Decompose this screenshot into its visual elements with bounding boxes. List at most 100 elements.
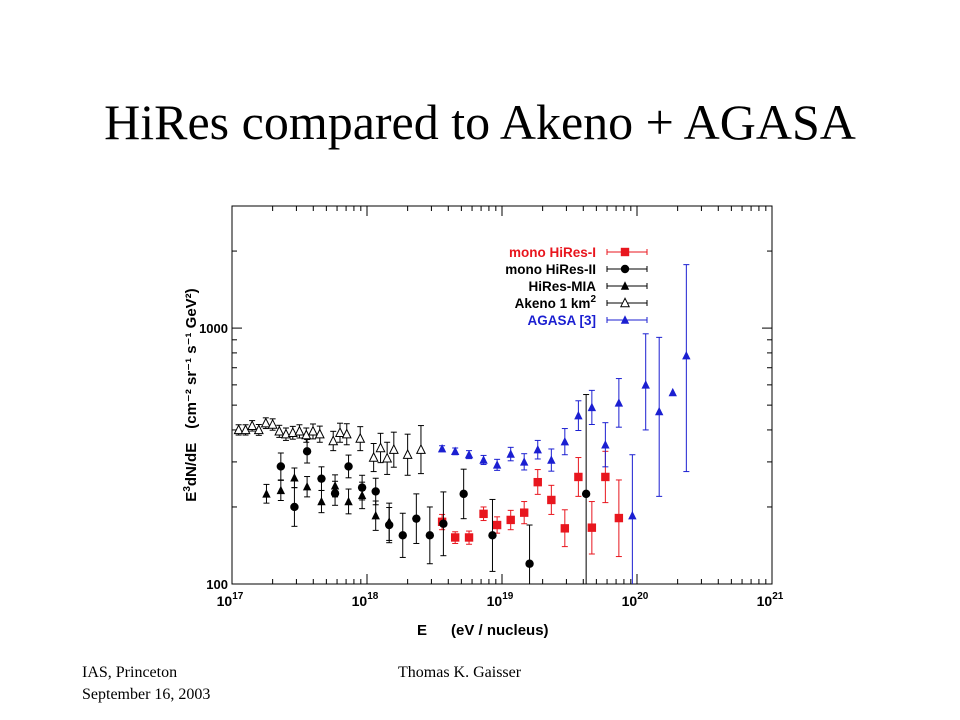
akeno-1-km-point [368,451,379,462]
mono-hires-i-point [464,533,474,542]
chart-marks [233,264,691,584]
legend-label-mono-hires-ii: mono HiRes-II [505,262,596,277]
mono-hires-i-point [506,515,515,525]
mono-hires-i-point [601,472,610,482]
mono-hires-ii-point [398,531,407,540]
x-tick-label: 1021 [757,591,784,609]
y-tick-marks: 100 1000 [199,205,772,592]
agasa-3-point [682,351,691,360]
akeno-1-km-point [287,426,298,437]
legend-marker-agasa-3 [620,315,630,324]
x-tick-label: 1017 [217,591,244,609]
mono-hires-i-point [560,524,570,533]
agasa-3-point [547,455,556,464]
agasa-3-point [668,387,677,397]
agasa-3-point [450,446,460,456]
x-tick-label: 1019 [487,591,514,609]
legend-label-mono-hires-i: mono HiRes-I [509,245,596,260]
agasa-3-point [464,450,474,459]
akeno-1-km-point [328,435,339,446]
agasa-3-point [560,436,570,446]
akeno-1-km-point [233,424,244,435]
x-axis-label: E (eV / nucleus) [417,622,549,639]
mono-hires-ii-point [525,559,534,568]
akeno-1-km-point [375,442,386,453]
legend-marker-hires-mia [620,281,630,290]
mono-hires-ii-point [425,531,435,540]
mono-hires-i-point [450,533,460,542]
agasa-3-point [654,406,664,416]
hires-mia-point [302,482,312,491]
agasa-3-point [641,380,650,389]
y-tick-label: 100 [206,577,228,592]
akeno-1-km-point [341,428,352,439]
mono-hires-ii-point [371,487,380,496]
akeno-1-km-point [415,443,426,454]
akeno-1-km-point [355,432,366,443]
legend-marker-mono-hires-ii [620,264,630,274]
y-axis-unit: (cm⁻² sr⁻¹ s⁻¹ GeV²) [183,288,200,428]
y-axis-label: E3dN/dE (cm⁻² sr⁻¹ s⁻¹ GeV²) [182,288,200,501]
mono-hires-ii-point [412,514,421,523]
mono-hires-ii-point [344,462,353,471]
x-axis-unit: (eV / nucleus) [451,622,549,639]
mono-hires-i-point [479,509,488,519]
agasa-3-point [519,457,529,466]
akeno-1-km-point [274,425,285,436]
mono-hires-i-point [519,508,529,517]
akeno-1-km-point [294,425,305,436]
hires-mia-point [344,496,353,506]
akeno-1-km-point [382,452,393,463]
hires-mia-point [384,517,394,526]
agasa-3-point [533,444,542,454]
legend: mono HiRes-I mono HiRes-II HiRes-MIAAkeno … [505,245,648,328]
hires-mia-point [330,481,340,490]
footer-author: Thomas K. Gaisser [398,664,522,681]
mono-hires-i-point [547,495,556,505]
akeno-1-km-point [280,428,291,439]
agasa-3-point [614,398,624,407]
mono-hires-ii-point [488,531,497,540]
hires-mia-point [262,489,271,498]
agasa-3-point [437,443,447,453]
x-axis-label-main: E [417,622,427,639]
akeno-1-km-point [253,424,264,435]
akeno-1-km-point [260,417,271,428]
agasa-3-point [587,402,597,412]
mono-hires-i-point [492,520,502,530]
spectrum-chart: 100 1000 1017 1018 1019 1020 1021 mono HiRes-… [182,205,784,639]
mono-hires-ii-point [276,462,286,471]
agasa-3-point [506,449,515,458]
x-tick-label: 1018 [352,591,379,609]
akeno-1-km-point [307,425,318,436]
akeno-1-km-point [301,429,312,440]
mono-hires-ii-point [439,519,448,528]
mono-hires-ii-point [317,474,326,483]
legend-label-hires-mia: HiRes-MIA [528,279,596,294]
akeno-1-km-point [314,428,325,439]
hires-mia-point [290,473,299,482]
legend-marker-mono-hires-i [620,247,630,257]
agasa-3-point [479,455,488,464]
agasa-3-point [628,510,637,520]
mono-hires-i-point [614,513,624,523]
y-axis-label-rest: dN/dE [183,443,200,486]
hires-mia-point [317,496,326,506]
mono-hires-i-point [574,472,583,482]
mono-hires-ii-point [290,502,299,512]
legend-marker-akeno-1-km [619,297,631,308]
y-tick-label: 1000 [199,321,228,336]
akeno-1-km-point [402,448,413,459]
agasa-3-point [574,410,583,420]
x-tick-label: 1020 [622,591,649,609]
akeno-1-km-point [267,418,278,429]
agasa-3-point [601,440,610,449]
footer-date: September 16, 2003 [82,686,211,703]
hires-mia-point [276,485,286,495]
mono-hires-i-point [533,477,542,487]
akeno-1-km-point [334,426,346,437]
agasa-3-point [492,460,502,469]
slide-title: HiRes compared to Akeno + AGASA [104,94,856,150]
y-axis-label-main: E [183,492,200,502]
x-tick-marks: 1017 1018 1019 1020 1021 [217,206,784,609]
